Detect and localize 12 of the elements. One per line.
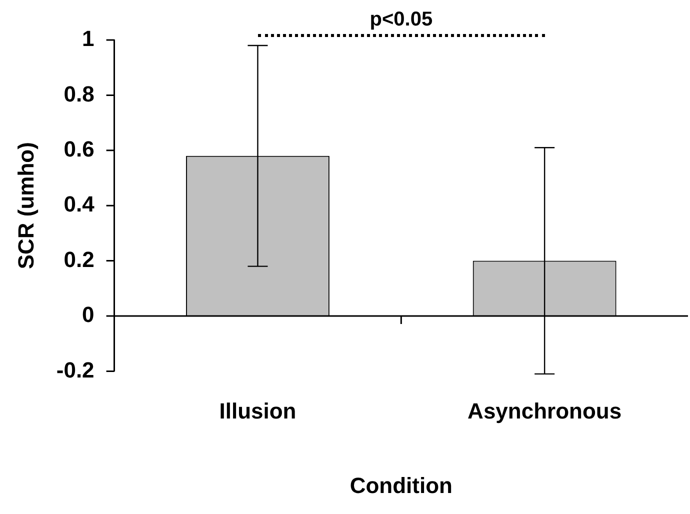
y-tick-label: 0.4 bbox=[64, 192, 96, 217]
y-axis-title: SCR (umho) bbox=[13, 142, 38, 270]
y-tick-label: 0.2 bbox=[64, 246, 94, 272]
y-tick-label: 0.6 bbox=[64, 136, 94, 162]
x-axis-title: Condition bbox=[350, 472, 452, 498]
x-tick-label: Asynchronous bbox=[468, 398, 622, 424]
y-tick-label: -0.2 bbox=[56, 357, 94, 382]
x-tick-label: Illusion bbox=[219, 398, 296, 424]
y-tick-label: 0 bbox=[82, 302, 94, 328]
text: p<0.05 bbox=[370, 8, 433, 31]
y-tick-label: 1 bbox=[82, 26, 94, 52]
y-tick-label: 0.8 bbox=[64, 81, 94, 106]
